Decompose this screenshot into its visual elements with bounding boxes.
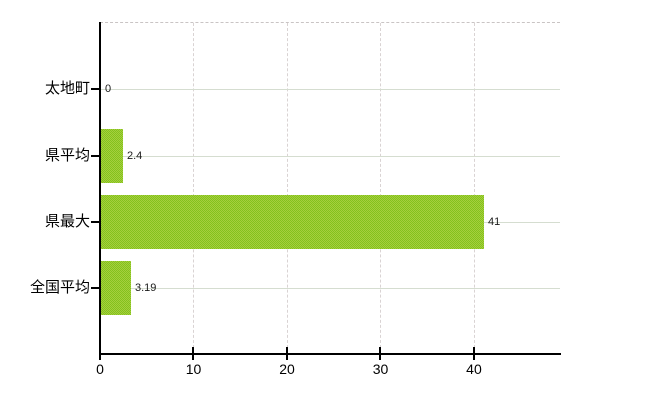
y-tick-mark — [91, 221, 99, 223]
y-tick-mark — [91, 88, 99, 90]
v-gridline — [380, 23, 382, 353]
h-gridline — [100, 89, 560, 90]
v-gridline — [193, 23, 195, 353]
category-label: 県平均 — [44, 147, 90, 164]
x-tick-mark — [285, 347, 288, 360]
value-label: 41 — [488, 216, 501, 228]
category-label: 全国平均 — [29, 279, 90, 296]
value-label: 3.19 — [135, 282, 157, 294]
value-label: 0 — [105, 83, 112, 95]
x-tick-mark — [472, 347, 475, 360]
bar — [101, 129, 123, 183]
x-tick-label: 40 — [466, 361, 482, 377]
value-label: 2.4 — [127, 150, 143, 162]
x-tick-label: 30 — [372, 361, 389, 377]
h-gridline — [100, 288, 560, 289]
bar — [101, 195, 484, 249]
category-label: 県最大 — [44, 213, 90, 230]
x-tick-mark — [379, 347, 382, 360]
bar — [101, 261, 131, 315]
x-tick-label: 20 — [279, 361, 295, 377]
category-label: 太地町 — [44, 80, 90, 97]
y-axis-line — [99, 22, 101, 355]
v-gridline — [473, 23, 475, 353]
x-axis-line — [99, 353, 561, 355]
x-tick-mark — [192, 347, 195, 360]
plot-top-border — [100, 22, 560, 23]
y-tick-mark — [91, 287, 99, 289]
x-tick-label: 10 — [185, 361, 202, 377]
x-tick-label: 0 — [96, 361, 104, 377]
x-tick-mark — [99, 347, 101, 360]
v-gridline — [286, 23, 288, 353]
y-tick-mark — [91, 155, 99, 157]
h-gridline — [100, 156, 560, 157]
